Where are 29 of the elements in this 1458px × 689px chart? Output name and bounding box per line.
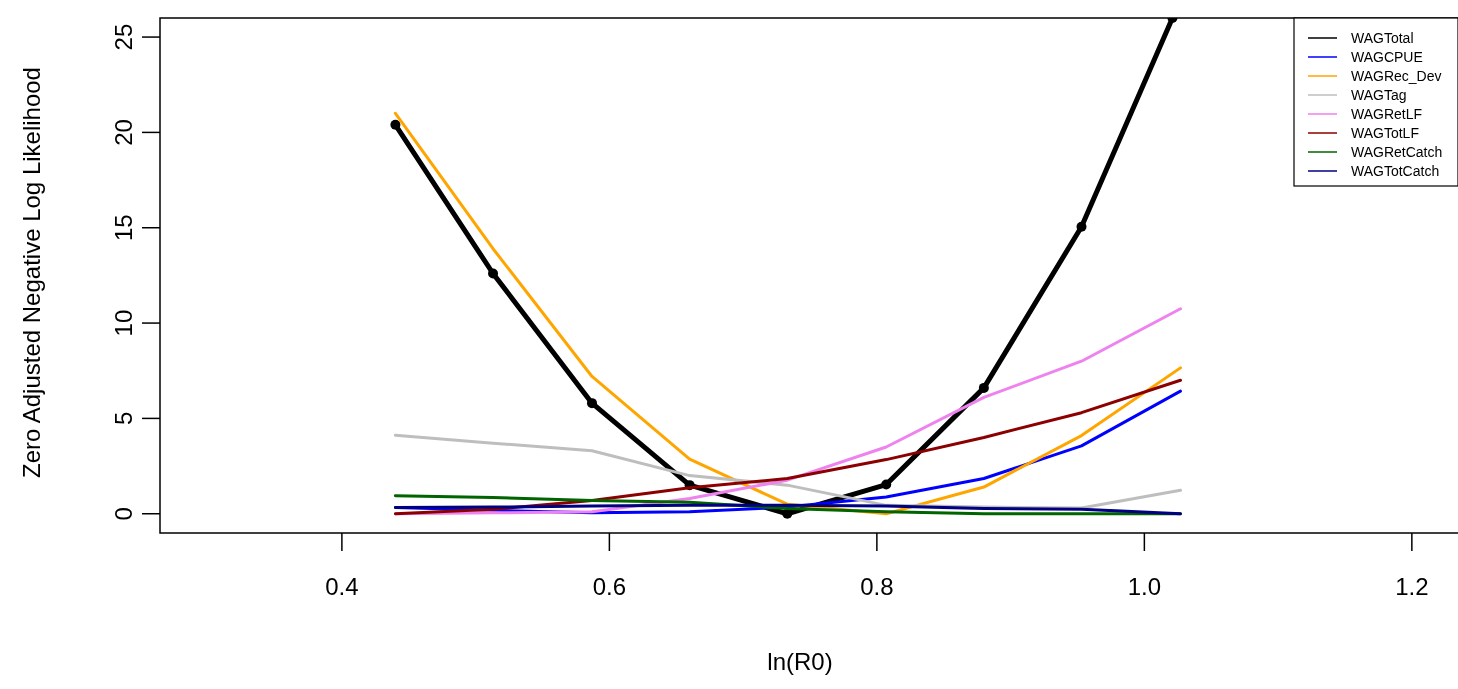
point — [978, 382, 989, 393]
y-tick-label: 0 — [110, 507, 137, 521]
x-tick-label: 1.2 — [1395, 573, 1429, 600]
point — [881, 479, 892, 490]
y-tick-label: 15 — [110, 214, 137, 242]
y-tick-label: 10 — [110, 309, 137, 337]
legend-label: WAGTotCatch — [1351, 163, 1440, 179]
x-axis-title: ln(R0) — [767, 648, 833, 675]
legend-label: WAGRec_Dev — [1351, 68, 1442, 84]
point — [587, 398, 597, 409]
point — [1076, 221, 1087, 232]
point — [488, 268, 499, 279]
x-tick-label: 0.4 — [325, 573, 359, 600]
legend-label: WAGTotLF — [1351, 125, 1419, 141]
y-axis-title: Zero Adjusted Negative Log Likelihood — [18, 67, 45, 478]
point — [782, 508, 793, 519]
legend-label: WAGRetCatch — [1351, 144, 1443, 160]
legend-label: WAGTotal — [1351, 30, 1414, 46]
y-tick-label: 20 — [110, 119, 137, 146]
x-tick-label: 1.0 — [1127, 573, 1162, 600]
y-tick-label: 5 — [110, 411, 137, 426]
x-tick-label: 0.6 — [592, 573, 627, 600]
legend-label: WAGCPUE — [1351, 49, 1423, 65]
point — [390, 119, 401, 130]
legend-label: WAGRetLF — [1351, 106, 1423, 122]
x-tick-label: 0.8 — [860, 573, 894, 600]
legend-label: WAGTag — [1351, 87, 1407, 103]
line-series — [393, 503, 1182, 516]
y-tick-label: 25 — [110, 23, 137, 51]
